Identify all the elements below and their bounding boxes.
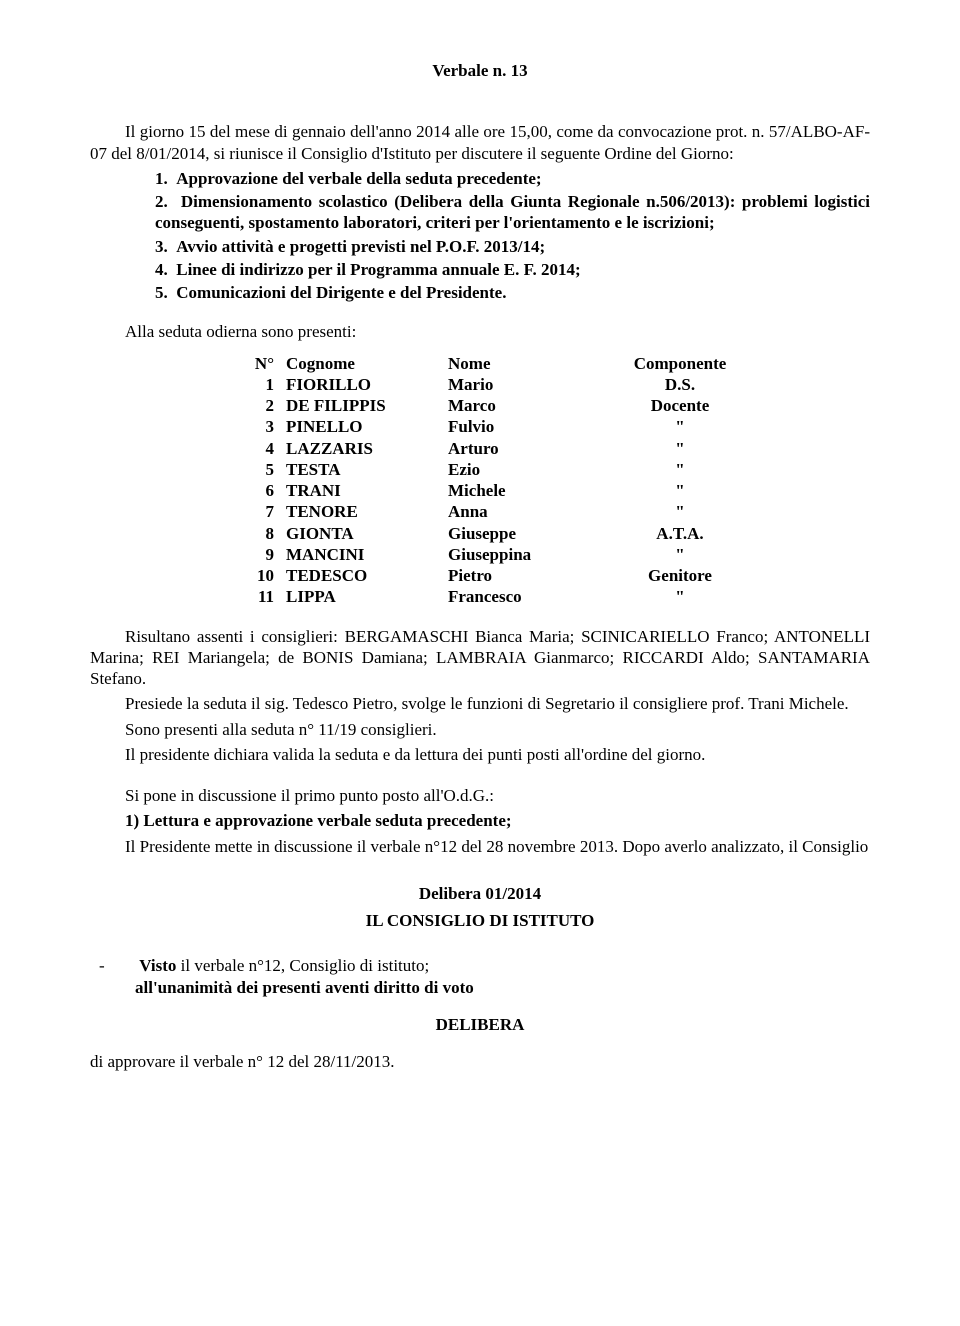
table-row: 5TESTAEzio" xyxy=(240,459,756,480)
visto-rest: il verbale n°12, Consiglio di istituto; xyxy=(181,956,430,975)
table-row: 3PINELLOFulvio" xyxy=(240,416,756,437)
assenti-paragraph: Risultano assenti i consiglieri: BERGAMA… xyxy=(90,626,870,690)
odg-item-4: 4. Linee di indirizzo per il Programma a… xyxy=(155,259,870,280)
table-row: 7TENOREAnna" xyxy=(240,501,756,522)
punto-1-title: 1) Lettura e approvazione verbale seduta… xyxy=(90,810,870,831)
table-row: 9MANCINIGiuseppina" xyxy=(240,544,756,565)
dash-icon: - xyxy=(117,955,135,976)
attendance-table: N° Cognome Nome Componente 1FIORILLOMari… xyxy=(240,353,756,608)
col-cognome: Cognome xyxy=(280,353,442,374)
delibera-word: DELIBERA xyxy=(90,1014,870,1035)
delibera-number: Delibera 01/2014 xyxy=(90,883,870,904)
col-nome: Nome xyxy=(442,353,604,374)
table-row: 8GIONTAGiuseppeA.T.A. xyxy=(240,523,756,544)
page: Verbale n. 13 Il giorno 15 del mese di g… xyxy=(0,0,960,1149)
table-row: 6TRANIMichele" xyxy=(240,480,756,501)
col-componente: Componente xyxy=(604,353,756,374)
col-n: N° xyxy=(240,353,280,374)
table-row: 4LAZZARISArturo" xyxy=(240,438,756,459)
odg-intro: Si pone in discussione il primo punto po… xyxy=(90,785,870,806)
punto-1-text: Il Presidente mette in discussione il ve… xyxy=(90,836,870,857)
unanimita-line: all'unanimità dei presenti aventi diritt… xyxy=(90,977,870,998)
valida-paragraph: Il presidente dichiara valida la seduta … xyxy=(90,744,870,765)
consiglio-title: IL CONSIGLIO DI ISTITUTO xyxy=(90,910,870,931)
visto-line: - Visto il verbale n°12, Consiglio di is… xyxy=(90,955,870,976)
odg-item-2: 2. Dimensionamento scolastico (Delibera … xyxy=(155,191,870,234)
presenti-label: Alla seduta odierna sono presenti: xyxy=(90,321,870,342)
presiede-paragraph: Presiede la seduta il sig. Tedesco Pietr… xyxy=(90,693,870,714)
odg-item-1: 1. Approvazione del verbale della seduta… xyxy=(155,168,870,189)
odg-item-3: 3. Avvio attività e progetti previsti ne… xyxy=(155,236,870,257)
doc-title: Verbale n. 13 xyxy=(90,60,870,81)
order-of-the-day: 1. Approvazione del verbale della seduta… xyxy=(90,168,870,304)
table-row: 2DE FILIPPISMarcoDocente xyxy=(240,395,756,416)
presenti-count: Sono presenti alla seduta n° 11/19 consi… xyxy=(90,719,870,740)
table-row: 11LIPPAFrancesco" xyxy=(240,586,756,607)
table-row: 10TEDESCOPietroGenitore xyxy=(240,565,756,586)
table-row: 1FIORILLOMarioD.S. xyxy=(240,374,756,395)
odg-item-5: 5. Comunicazioni del Dirigente e del Pre… xyxy=(155,282,870,303)
approvare-line: di approvare il verbale n° 12 del 28/11/… xyxy=(90,1051,870,1072)
visto-bold: Visto xyxy=(139,956,180,975)
table-head: N° Cognome Nome Componente xyxy=(240,353,756,374)
intro-paragraph: Il giorno 15 del mese di gennaio dell'an… xyxy=(90,121,870,164)
